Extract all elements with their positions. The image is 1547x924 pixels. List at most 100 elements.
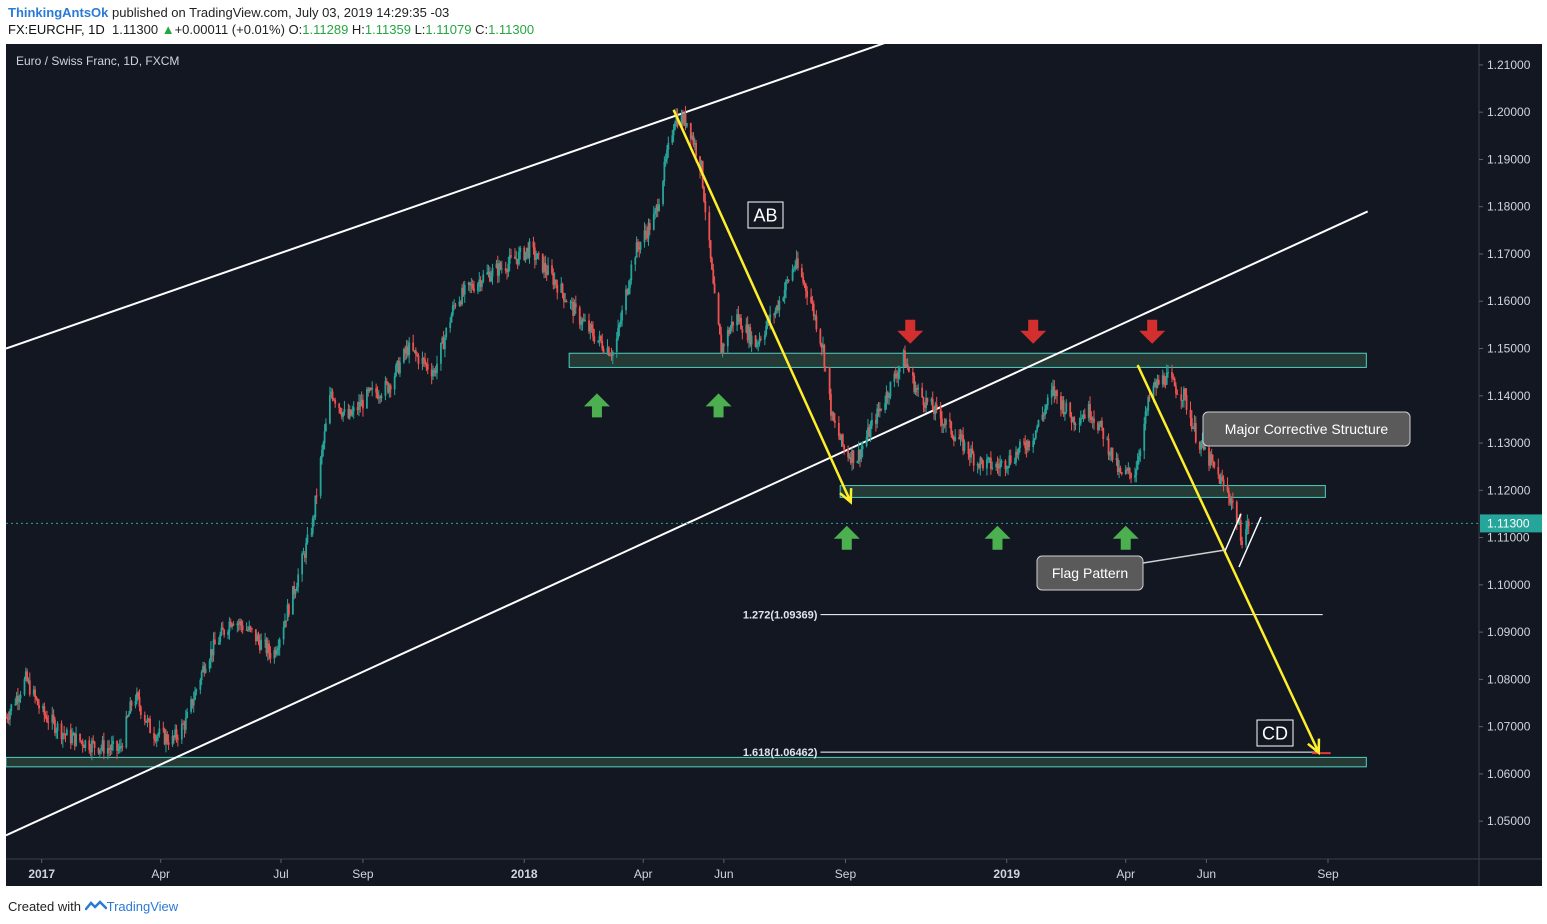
candle-body <box>695 142 697 157</box>
chart-area[interactable]: Euro / Swiss Franc, 1D, FXCM 1.21000 1.20… <box>5 30 1542 886</box>
candle-body <box>19 694 22 699</box>
candle-body <box>960 434 963 436</box>
candle-body <box>995 463 998 468</box>
author-link[interactable]: ThinkingAntsOk <box>8 5 109 20</box>
candle-body <box>311 518 314 534</box>
candle-body <box>342 412 345 417</box>
candle-body <box>195 689 198 692</box>
candle-body <box>897 371 900 379</box>
candle-body <box>203 666 206 673</box>
candle-body <box>880 408 883 410</box>
candle-body <box>606 347 609 353</box>
candle-body <box>1017 448 1020 455</box>
candle-body <box>93 741 96 748</box>
candle-body <box>1102 427 1105 440</box>
candle-body <box>843 445 846 450</box>
price-tick-label: 1.19000 <box>1487 152 1531 166</box>
candle-body <box>841 434 844 446</box>
candle-body <box>88 740 91 751</box>
candle-body <box>535 258 538 260</box>
candle-body <box>210 649 212 661</box>
candle-body <box>684 113 687 127</box>
candle-body <box>217 642 220 645</box>
candle-body <box>440 342 442 364</box>
candle-body <box>89 750 92 753</box>
candle-body <box>81 741 84 746</box>
candle-body <box>121 746 124 748</box>
price-chart[interactable]: Euro / Swiss Franc, 1D, FXCM 1.21000 1.20… <box>5 30 1542 886</box>
candle-body <box>597 340 600 342</box>
open-value: 1.11289 <box>302 22 349 37</box>
candle-body <box>1037 420 1040 427</box>
candle-body <box>810 296 812 303</box>
candle-body <box>700 161 703 172</box>
candle-body <box>42 706 44 709</box>
candle-body <box>471 284 474 289</box>
candle-body <box>69 729 72 744</box>
candle-body <box>1202 440 1205 450</box>
candle-body <box>80 740 83 742</box>
candle-body <box>611 351 614 357</box>
candle-body <box>959 434 962 440</box>
candle-body <box>527 247 530 258</box>
candle-body <box>830 393 832 416</box>
candle-body <box>1239 520 1242 541</box>
projection-arrowhead-icon <box>839 488 853 505</box>
candle-body <box>6 717 9 719</box>
candle-body <box>125 716 128 748</box>
candle-body <box>155 736 158 741</box>
candle-body <box>240 621 243 626</box>
candle-body <box>1044 408 1046 416</box>
candle-body <box>1110 447 1113 455</box>
candle-body <box>1145 410 1148 412</box>
candle-body <box>1061 400 1064 410</box>
candle-body <box>65 729 68 736</box>
candle-body <box>172 736 175 738</box>
candle-body <box>1135 469 1138 476</box>
candle-body <box>746 324 749 341</box>
candle-body <box>915 388 918 390</box>
candle-body <box>153 733 155 739</box>
candle-body <box>64 734 67 736</box>
candle-body <box>469 282 471 286</box>
high-label: H: <box>351 22 365 37</box>
candle-body <box>745 324 748 333</box>
candle-body <box>878 408 881 412</box>
candle-body <box>867 427 869 438</box>
candle-body <box>1138 456 1140 461</box>
candle-body <box>782 297 785 301</box>
candle-body <box>417 355 420 364</box>
price-tick-label: 1.20000 <box>1487 105 1531 119</box>
candle-body <box>380 395 383 399</box>
candle-body <box>338 403 341 408</box>
candle-body <box>404 349 407 354</box>
candle-body <box>331 391 334 400</box>
candle-body <box>291 586 294 615</box>
candle-body <box>491 268 494 277</box>
candle-body <box>945 419 947 425</box>
candle-body <box>1181 400 1184 402</box>
candle-body <box>453 304 456 306</box>
candle-body <box>804 284 807 292</box>
candle-body <box>935 404 938 408</box>
candle-body <box>473 288 475 292</box>
candle-body <box>950 421 953 435</box>
candle-body <box>449 322 452 329</box>
candle-body <box>868 427 871 437</box>
label-flag-pattern: Flag Pattern <box>1052 565 1128 581</box>
candle-body <box>785 280 787 290</box>
candle-body <box>28 680 31 695</box>
candle-body <box>32 689 35 695</box>
candle-body <box>951 434 954 438</box>
tradingview-brand-link[interactable]: TradingView <box>106 899 179 914</box>
candle-body <box>231 623 233 627</box>
candle-body <box>991 467 994 469</box>
candle-body <box>664 159 667 162</box>
candle-body <box>1231 500 1234 502</box>
candle-body <box>35 696 38 699</box>
candle-body <box>647 223 650 239</box>
candle-body <box>334 400 337 404</box>
price-tick-label: 1.16000 <box>1487 294 1531 308</box>
candle-body <box>1189 409 1192 419</box>
candle-body <box>445 328 448 338</box>
